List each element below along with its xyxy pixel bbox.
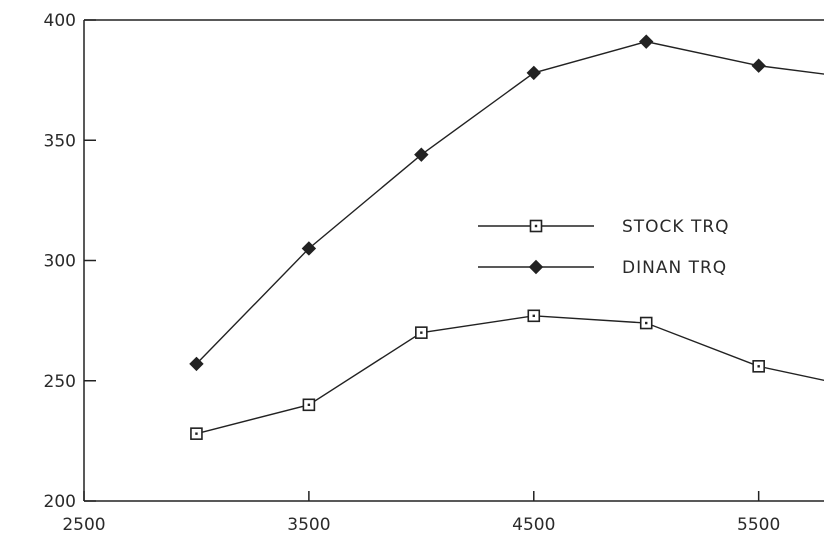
legend: STOCK TRQ DINAN TRQ [478,217,730,278]
legend-label: STOCK TRQ [622,217,730,237]
y-tick-label: 200 [44,492,76,512]
y-tick-label: 300 [44,252,76,272]
data-point [301,241,317,256]
legend-label: DINAN TRQ [622,258,727,278]
data-point [189,356,204,372]
series-line [195,40,824,365]
data-point [302,398,316,412]
x-axis-ticks: 25003500450055006500 [62,491,780,535]
data-point [415,326,428,339]
y-tick-label: 350 [44,131,76,151]
series-layer [189,34,824,440]
legend-marker [528,259,544,275]
series-dinan-trq [189,34,824,372]
legend-item: DINAN TRQ [478,258,727,278]
x-tick-label: 3500 [287,515,330,535]
data-point [751,58,766,73]
data-point [639,34,654,49]
data-point [526,65,541,81]
x-tick-label: 4500 [512,515,555,535]
data-point [527,309,541,323]
series-stock-trq [190,309,824,440]
y-axis-ticks: 200 250 300 350 400 [44,11,96,512]
x-tick-label: 5500 [737,515,780,535]
data-point [752,360,765,373]
data-point [190,427,203,440]
data-point [414,147,429,162]
series-line [196,315,824,435]
legend-marker [529,219,543,233]
x-tick-label: 2500 [62,515,105,535]
y-tick-label: 250 [44,372,76,392]
data-point [639,316,653,330]
legend-item: STOCK TRQ [478,217,730,237]
y-tick-label: 400 [44,11,76,31]
